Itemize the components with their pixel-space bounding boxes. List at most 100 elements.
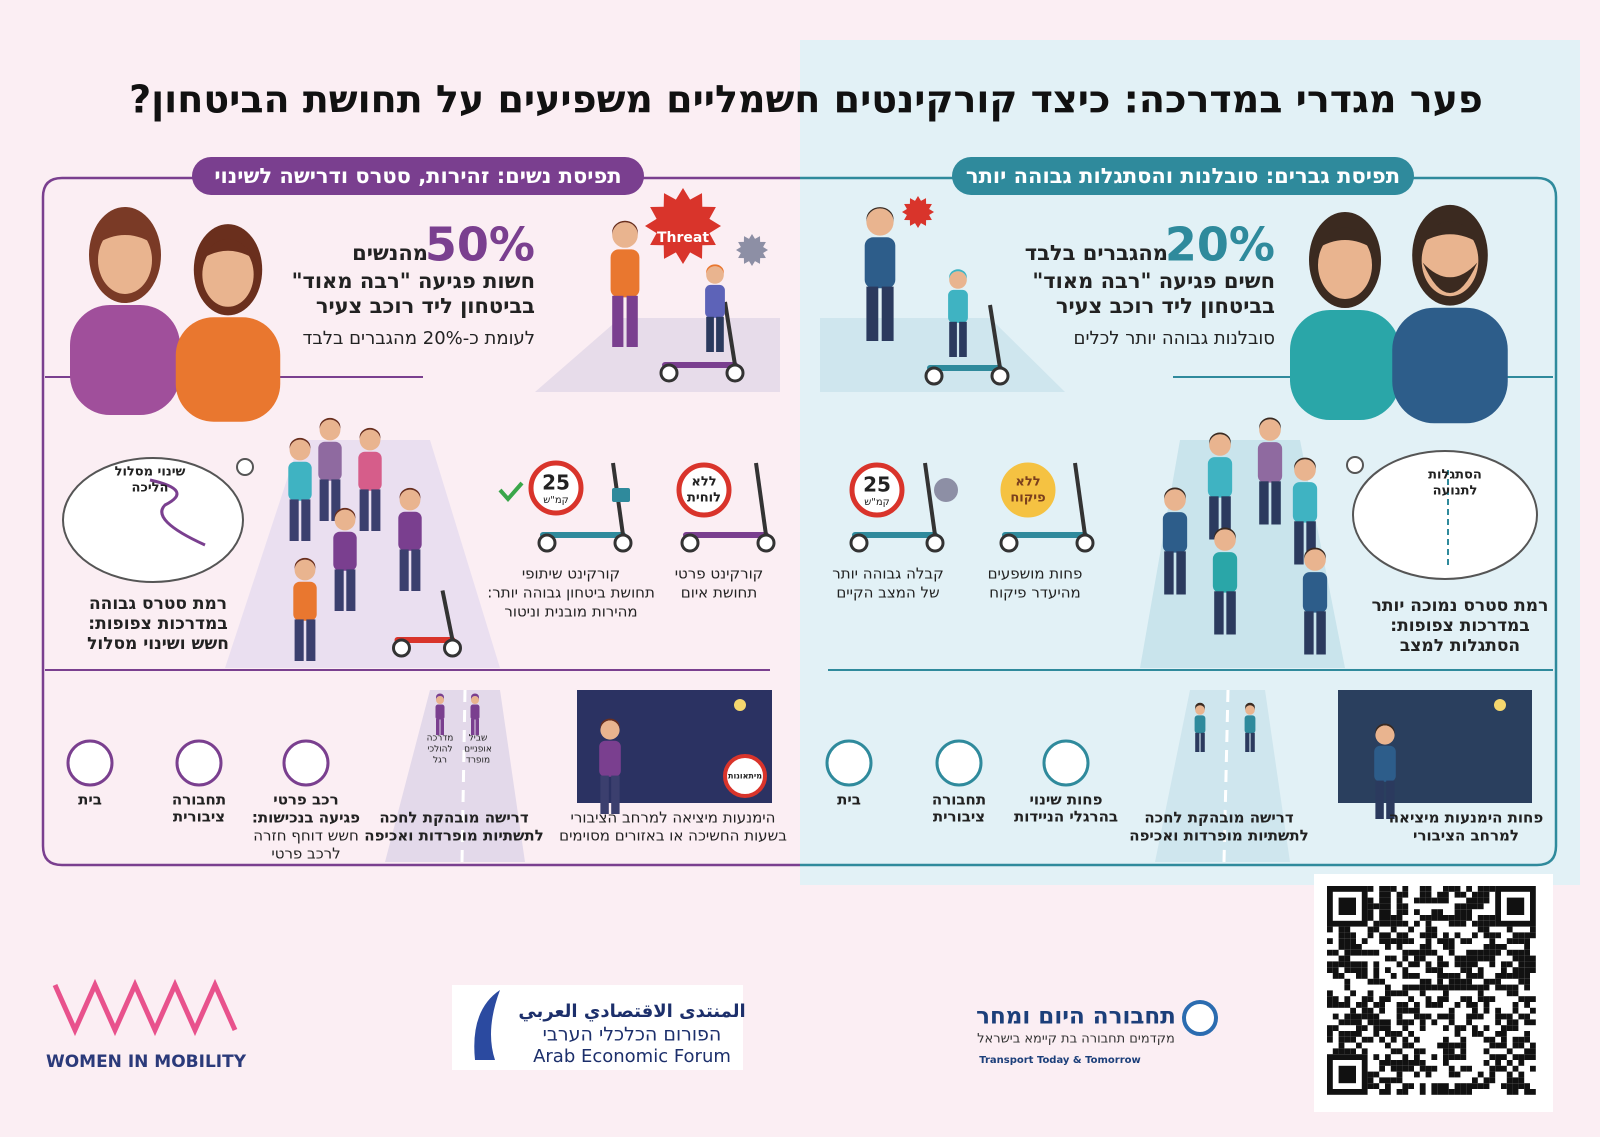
qr-cell [1466,996,1472,1002]
qr-cell [1356,1019,1362,1026]
person-legs [1214,591,1224,635]
qr-cell [1448,1013,1455,1020]
person-legs [949,321,957,357]
qr-cell [1379,1007,1385,1014]
qr-cell [1367,909,1374,915]
qr-cell [1512,949,1519,956]
qr-cell [1425,938,1432,944]
qr-cell [1512,1065,1519,1072]
qr-cell [1385,1083,1391,1089]
qr-cell [1385,990,1391,997]
scooter-caption: קבלה גבוהה יותר [832,565,943,583]
person-hair [706,264,724,275]
icon-circle [175,739,223,787]
women-header-pill [192,157,644,195]
section-header: תפיסת נשים: זהירות, סטרס ודרישה לשינוי [214,164,621,188]
qr-cell [1454,973,1461,979]
person-legs [959,321,967,357]
sign-text: פיקוח [1010,491,1045,506]
qr-cell [1483,955,1490,962]
qr-cell [1344,1048,1351,1055]
qr-cell [1524,1019,1530,1026]
qr-cell [1414,973,1420,979]
qr-cell [1443,886,1449,892]
qr-cell [1402,1054,1409,1060]
person-legs [1209,496,1219,540]
qr-cell [1448,984,1455,991]
qr-cell [1495,1007,1501,1014]
person-legs [334,569,344,611]
qr-cell [1396,932,1403,939]
person-legs [1176,551,1186,595]
bust-body [1290,310,1400,420]
person-body [358,451,382,491]
qr-cell [1454,915,1461,921]
bust-face [98,226,152,294]
qr-cell [1443,891,1449,898]
qr-cell [1466,909,1472,915]
scooter-wheel [537,533,557,553]
qr-cell [1379,1060,1385,1066]
qr-cell [1373,903,1380,910]
qr-cell [1385,886,1391,892]
person-legs [1195,732,1200,752]
qr-cell [1466,903,1472,910]
qr-cell [1385,1054,1391,1060]
qr-cell [1518,955,1525,962]
qr-cell [1390,920,1397,927]
qr-cell [1390,938,1397,944]
qr-cell [1396,897,1403,904]
qr-cell [1530,926,1536,933]
qr-cell [1472,903,1478,910]
qr-cell [1379,1002,1385,1008]
qr-cell [1483,915,1490,921]
qr-cell [1518,978,1525,985]
qr-cell [1524,1002,1530,1008]
qr-cell [1414,909,1420,915]
qr-cell [1414,1054,1420,1060]
qr-cell [1338,973,1345,979]
qr-cell [1385,967,1391,973]
qr-cell [1460,891,1467,898]
qr-cell [1448,1019,1455,1026]
thought-dot [1346,456,1364,474]
person-legs [1226,591,1236,635]
qr-cell [1385,915,1391,921]
qr-cell [1506,1083,1513,1089]
qr-cell [1443,1054,1449,1060]
qr-cell [1367,1083,1374,1089]
qr-cell [1396,961,1403,968]
qr-cell [1483,1060,1490,1066]
qr-cell [1379,891,1385,898]
qr-cell [1385,1025,1391,1031]
qr-cell [1396,944,1403,950]
person-legs [611,775,620,814]
qr-cell [1361,961,1368,968]
qr-cell [1437,1002,1443,1008]
qr-cell [1518,1071,1525,1078]
qr-cell [1356,961,1362,968]
lock [612,488,630,502]
qr-cell [1489,1036,1496,1043]
qr-cell [1460,967,1467,973]
qr-cell [1477,926,1484,933]
qr-cell [1512,973,1519,979]
qr-cell [1524,973,1530,979]
qr-cell [1425,984,1432,991]
qr-cell [1356,944,1362,950]
qr-cell [1501,1013,1507,1020]
sign [676,462,732,518]
qr-cell [1419,897,1426,904]
qr-cell [1385,897,1391,904]
qr-cell [1454,1054,1461,1060]
person-legs [1306,521,1316,565]
qr-cell [1361,1007,1368,1014]
qr-cell [1472,1013,1478,1020]
car-caption: פגיעה בנכישות: [252,809,360,827]
qr-cell [1379,996,1385,1002]
qr-cell [1524,978,1530,985]
person-body [1244,715,1256,734]
person-legs [475,719,479,735]
qr-cell [1350,961,1356,968]
person-head [600,720,620,740]
